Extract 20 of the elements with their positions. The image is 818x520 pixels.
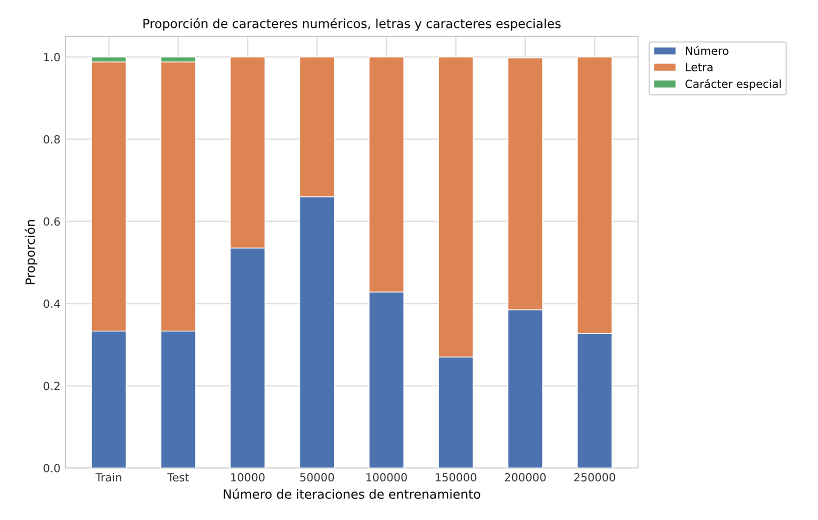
x-tick-label: 50000 <box>300 473 334 482</box>
x-tick-label: 250000 <box>574 473 616 482</box>
x-tick-label: Train <box>95 472 122 482</box>
x-tick-label: 150000 <box>436 473 476 482</box>
x-tick-label: Test <box>167 473 189 482</box>
x-axis-title: Número de iteraciones de entrenamiento <box>224 488 480 499</box>
x-tick-label: 10000 <box>231 473 265 482</box>
y-tick-label: 0.8 <box>44 135 60 144</box>
legend-label: Número <box>686 46 728 55</box>
x-tick-label: 100000 <box>366 473 407 482</box>
y-tick-label: 0.6 <box>44 217 60 226</box>
chart-title: Proporción de caracteres numéricos, letras y caracteres especiales <box>143 18 561 31</box>
y-axis-title: Proporción <box>24 220 38 284</box>
y-tick-label: 1.0 <box>44 52 60 62</box>
y-tick-label: 0.0 <box>44 464 60 472</box>
y-tick-label: 0.4 <box>44 300 60 308</box>
legend-label: Letra <box>686 63 712 72</box>
y-tick-label: 0.2 <box>44 382 60 390</box>
legend-label: Carácter especial <box>686 79 781 90</box>
x-tick-label: 200000 <box>504 473 546 482</box>
